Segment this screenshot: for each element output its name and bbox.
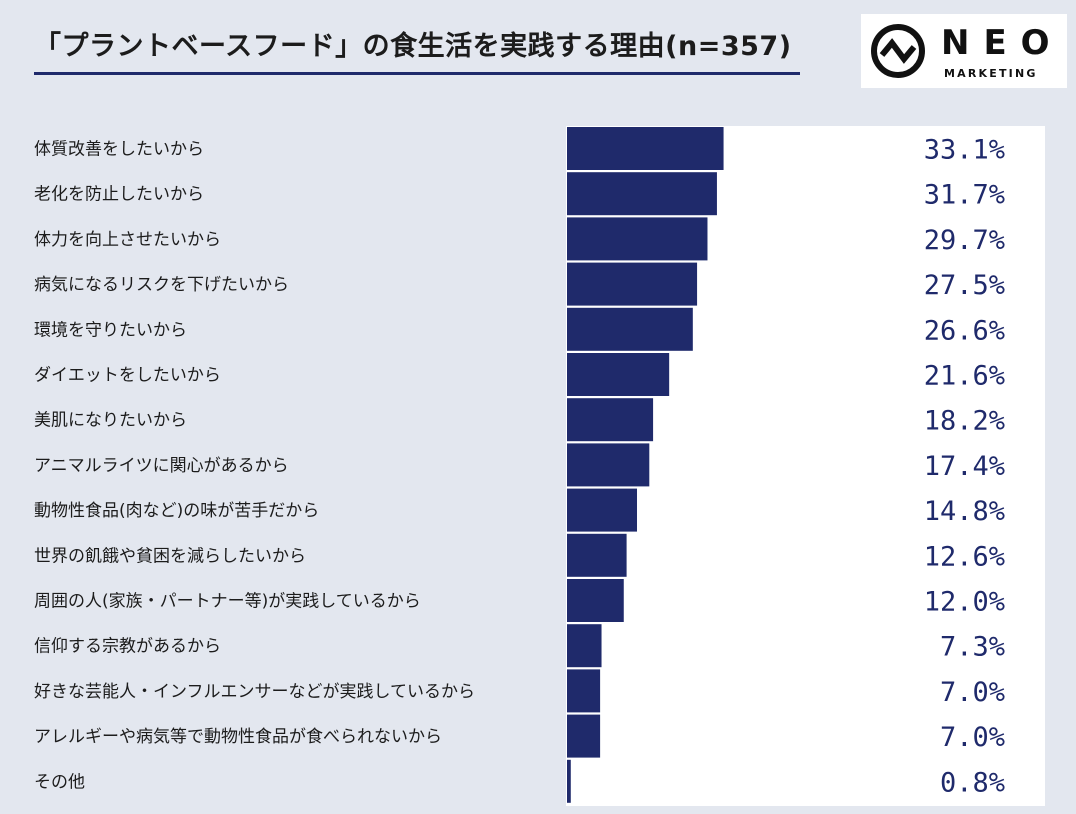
bar	[567, 307, 693, 351]
value-label: 7.3%	[940, 632, 1005, 663]
value-label: 0.8%	[940, 767, 1005, 798]
value-label: 33.1%	[924, 135, 1005, 166]
bar	[567, 443, 650, 487]
value-label: 7.0%	[940, 722, 1005, 753]
category-label: 世界の飢餓や貧困を減らしたいから	[34, 546, 306, 566]
bars	[567, 127, 724, 803]
bar	[567, 398, 654, 442]
category-label: アニマルライツに関心があるから	[34, 456, 289, 476]
bar	[567, 579, 624, 622]
bar	[567, 669, 601, 713]
value-label: 7.0%	[940, 677, 1005, 708]
category-label: 美肌になりたいから	[34, 411, 187, 431]
value-label: 29.7%	[924, 225, 1005, 256]
value-label: 17.4%	[924, 451, 1005, 482]
category-label: ダイエットをしたいから	[34, 366, 221, 386]
category-label: 環境を守りたいから	[34, 320, 187, 340]
value-label: 12.6%	[924, 541, 1005, 572]
neo-marketing-logo: NEO MARKETING	[861, 14, 1067, 88]
value-label: 26.6%	[924, 315, 1005, 346]
bar	[567, 533, 627, 577]
logo-sub-text: MARKETING	[944, 67, 1038, 80]
logo-brand-text: NEO	[941, 23, 1064, 63]
category-label: 動物性食品(肉など)の味が苦手だから	[34, 501, 319, 521]
category-label: 体質改善をしたいから	[34, 140, 204, 160]
value-label: 21.6%	[924, 361, 1005, 392]
category-label: 体力を向上させたいから	[34, 230, 221, 250]
value-labels: 33.1% 31.7% 29.7% 27.5% 26.6% 21.6% 18.2% 17.4%…	[924, 135, 1005, 799]
value-label: 31.7%	[924, 180, 1005, 211]
bar	[567, 488, 638, 532]
bar	[567, 714, 601, 758]
bar	[567, 172, 717, 216]
pulse-circle-icon	[871, 24, 925, 78]
value-label: 27.5%	[924, 270, 1005, 301]
title-underline	[34, 72, 800, 75]
bar	[567, 353, 670, 396]
bar	[567, 759, 571, 803]
value-label: 14.8%	[924, 496, 1005, 527]
value-label: 12.0%	[924, 587, 1005, 618]
bar	[567, 127, 724, 170]
category-label: その他	[34, 772, 85, 792]
value-label: 18.2%	[924, 406, 1005, 437]
chart-title: 「プラントベースフード」の食生活を実践する理由(n=357)	[34, 31, 792, 62]
category-labels: 体質改善をしたいから老化を防止したいから体力を向上させたいから病気になるリスクを…	[34, 140, 475, 793]
category-label: 信仰する宗教があるから	[34, 637, 221, 657]
bar	[567, 262, 698, 306]
category-label: 病気になるリスクを下げたいから	[34, 275, 289, 295]
category-label: 老化を防止したいから	[34, 185, 204, 205]
bar	[567, 624, 602, 668]
category-label: アレルギーや病気等で動物性食品が食べられないから	[34, 727, 442, 747]
category-label: 好きな芸能人・インフルエンサーなどが実践しているから	[34, 682, 475, 702]
category-label: 周囲の人(家族・パートナー等)が実践しているから	[34, 592, 421, 612]
bar	[567, 217, 708, 261]
